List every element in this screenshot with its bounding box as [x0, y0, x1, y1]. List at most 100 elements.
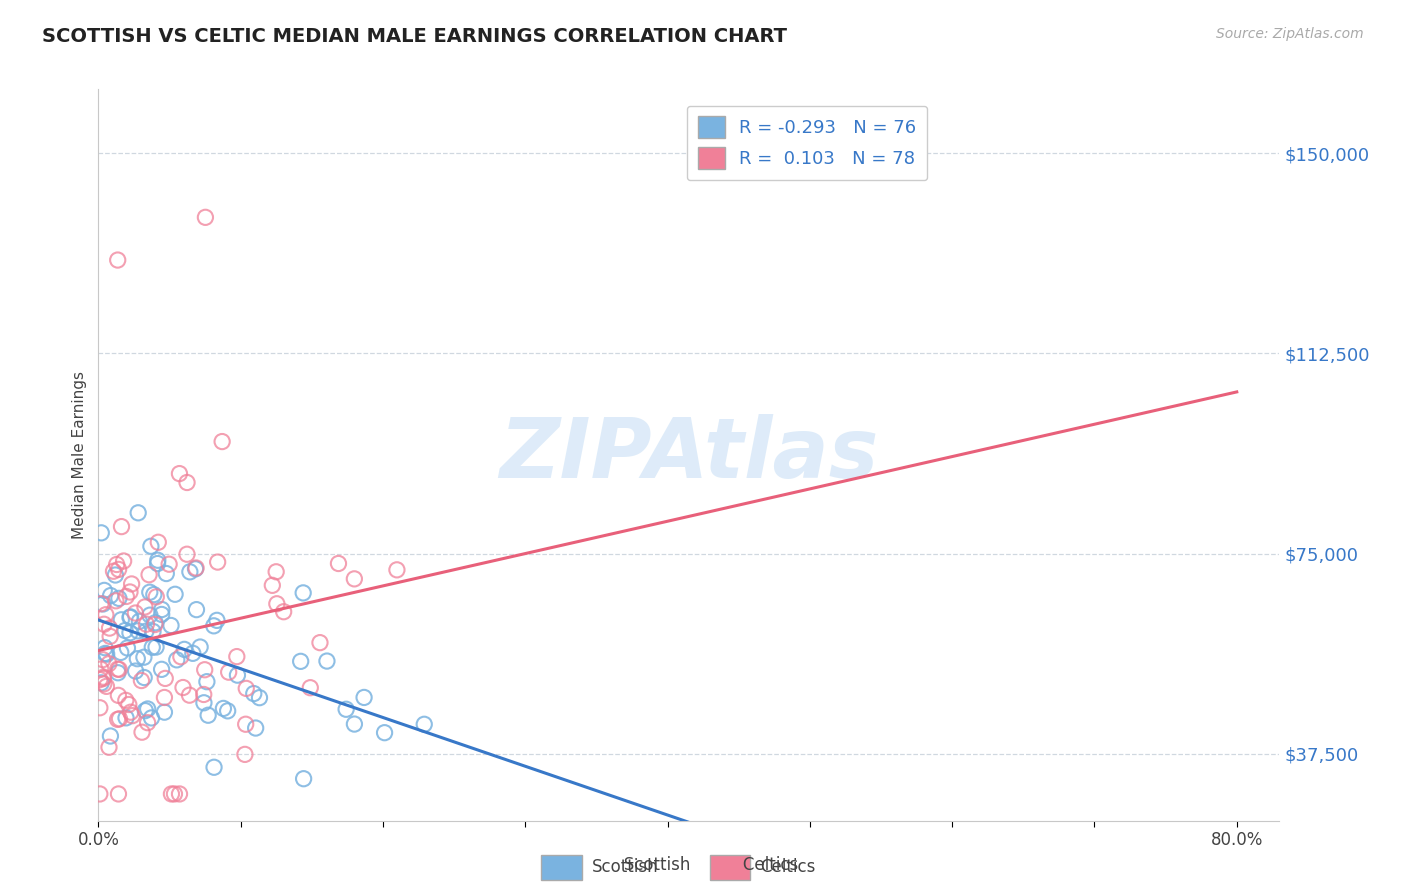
Point [193, 696, 215, 710]
Point [176, 475, 198, 490]
Point [184, 561, 207, 575]
Point [160, 787, 183, 801]
Point [89, 673, 111, 687]
Point [160, 618, 183, 632]
Point [89, 787, 111, 801]
Point [145, 640, 167, 654]
Point [172, 681, 194, 695]
Point [155, 672, 177, 686]
Point [134, 599, 156, 614]
Point [195, 674, 218, 689]
Point [142, 624, 165, 639]
Point [153, 705, 176, 719]
Point [107, 689, 129, 703]
Point [139, 608, 162, 623]
Legend: R = -0.293   N = 76, R =  0.103   N = 78: R = -0.293 N = 76, R = 0.103 N = 78 [688, 105, 927, 180]
Point [98, 740, 121, 755]
Point [108, 662, 131, 676]
Point [245, 721, 267, 735]
Point [150, 662, 173, 676]
Point [233, 747, 256, 762]
Point [148, 535, 170, 549]
Point [90, 525, 112, 540]
Point [197, 708, 219, 723]
Point [217, 704, 239, 718]
Point [145, 590, 167, 604]
Point [93, 617, 115, 632]
Point [179, 688, 201, 702]
Point [179, 565, 201, 579]
Point [121, 577, 143, 591]
Point [169, 787, 191, 801]
Point [139, 539, 162, 553]
Point [374, 725, 396, 739]
Text: ZIPAtlas: ZIPAtlas [499, 415, 879, 495]
Point [343, 572, 366, 586]
Point [107, 562, 129, 576]
Point [108, 591, 131, 606]
Point [273, 605, 295, 619]
Point [163, 787, 186, 801]
Point [155, 566, 177, 581]
Point [136, 715, 159, 730]
Point [292, 586, 315, 600]
Point [150, 602, 173, 616]
Point [107, 712, 129, 726]
Point [176, 547, 198, 561]
Text: Scottish          Celtics: Scottish Celtics [607, 856, 799, 874]
Point [290, 654, 312, 668]
Point [90, 662, 112, 676]
Point [262, 578, 284, 592]
Point [94, 647, 117, 661]
Point [110, 645, 132, 659]
Point [266, 597, 288, 611]
Point [309, 635, 332, 649]
Point [134, 704, 156, 718]
Point [103, 564, 125, 578]
Point [173, 642, 195, 657]
Point [90, 675, 112, 690]
Point [142, 588, 165, 602]
Point [114, 693, 136, 707]
Point [118, 698, 141, 712]
Point [91, 597, 114, 611]
Point [146, 553, 169, 567]
Point [104, 594, 127, 608]
Point [127, 624, 149, 638]
Point [212, 701, 235, 715]
Point [205, 613, 228, 627]
Point [225, 649, 247, 664]
Point [90, 597, 112, 611]
Point [249, 690, 271, 705]
Point [100, 729, 122, 743]
Point [112, 554, 135, 568]
Point [108, 712, 131, 726]
Point [131, 673, 153, 688]
Point [188, 640, 211, 654]
Point [135, 624, 157, 639]
Text: Celtics: Celtics [761, 858, 815, 877]
Point [186, 602, 208, 616]
Point [150, 607, 173, 622]
Point [117, 640, 139, 655]
Point [93, 677, 115, 691]
Point [98, 629, 121, 643]
Point [141, 711, 163, 725]
Point [316, 654, 339, 668]
Point [235, 717, 257, 731]
Point [292, 772, 315, 786]
Point [94, 640, 117, 655]
Point [202, 760, 225, 774]
Point [226, 668, 249, 682]
Point [100, 589, 122, 603]
Point [91, 672, 114, 686]
Point [118, 585, 141, 599]
Point [141, 640, 163, 655]
Text: Scottish: Scottish [592, 858, 658, 877]
Point [157, 558, 180, 572]
Point [127, 651, 149, 665]
Point [242, 687, 264, 701]
Point [107, 787, 129, 801]
Point [98, 621, 121, 635]
Point [124, 664, 146, 678]
